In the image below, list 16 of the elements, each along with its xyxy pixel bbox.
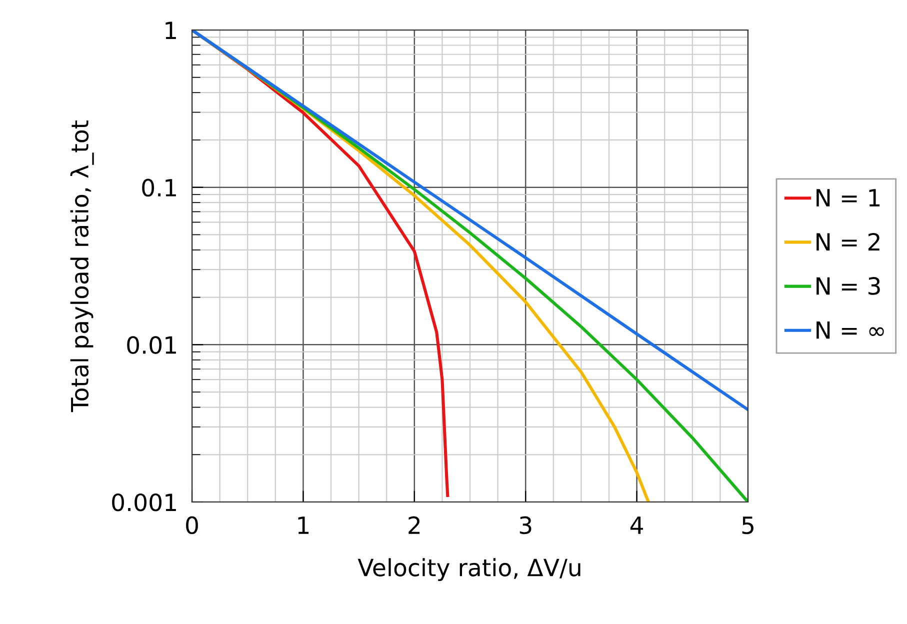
- y-axis-title: Total payload ratio, λ_tot: [70, 120, 94, 412]
- x-tick-label: 3: [520, 516, 532, 534]
- x-tick-label: 5: [742, 516, 754, 534]
- legend-label: N = ∞: [816, 321, 884, 339]
- legend-label: N = 2: [816, 232, 880, 250]
- x-tick-label: 4: [630, 516, 643, 534]
- x-tick-label: 2: [408, 516, 420, 534]
- x-tick-label: 1: [298, 516, 309, 534]
- y-tick-label: 1: [166, 22, 176, 39]
- y-tick-label: 0.1: [142, 178, 176, 197]
- legend-label: N = 1: [816, 189, 880, 206]
- x-tick-label: 0: [186, 516, 198, 534]
- x-axis-title: Velocity ratio, ΔV/u: [358, 558, 580, 582]
- y-tick-label: 0.001: [112, 493, 176, 512]
- y-tick-label: 0.01: [127, 336, 176, 354]
- legend-label: N = 3: [816, 277, 880, 295]
